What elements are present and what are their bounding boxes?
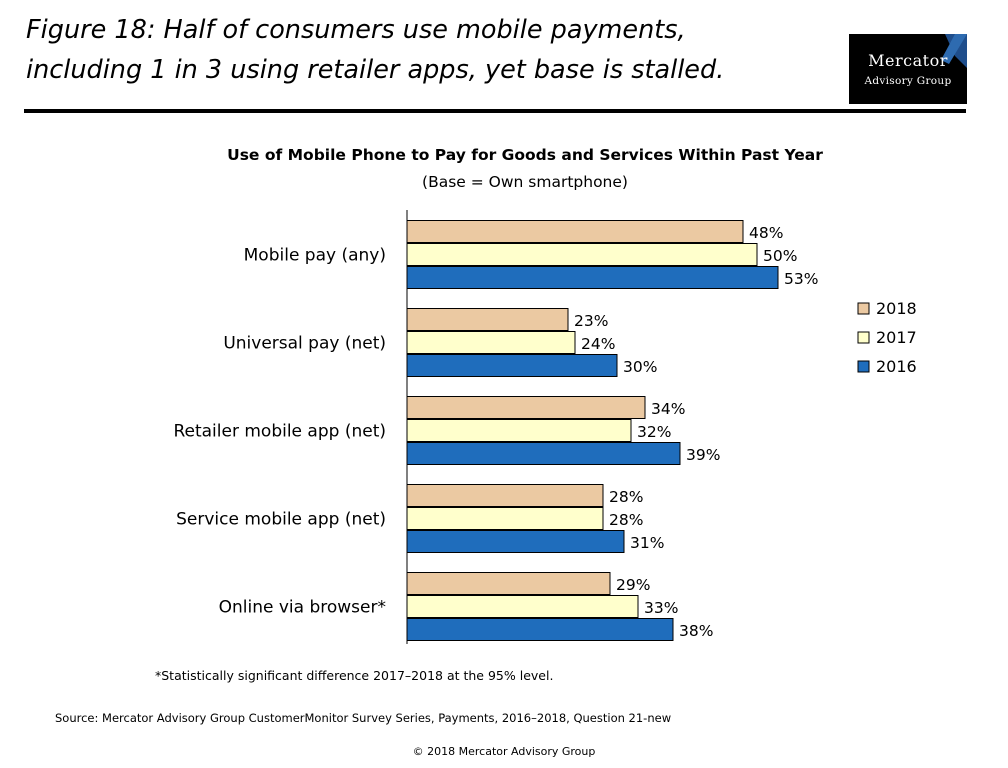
chart-subtitle: (Base = Own smartphone) xyxy=(422,173,628,191)
bar-2016 xyxy=(406,530,625,553)
logo-line-1: Mercator xyxy=(868,51,948,70)
bar-2016 xyxy=(406,618,674,641)
title-divider xyxy=(24,109,966,113)
category-label: Universal pay (net) xyxy=(223,334,386,354)
data-label-2016: 31% xyxy=(630,534,664,552)
mercator-logo: Mercator Advisory Group xyxy=(849,34,967,104)
figure-title-line-1: Figure 18: Half of consumers use mobile … xyxy=(26,15,686,45)
bar-2018 xyxy=(406,396,646,419)
legend-label-2017: 2017 xyxy=(876,328,917,347)
bar-2018 xyxy=(406,308,569,331)
logo-x-mark xyxy=(941,34,967,68)
data-label-2016: 53% xyxy=(784,270,818,288)
footnote: *Statistically significant difference 20… xyxy=(155,668,554,683)
legend-swatch-2018 xyxy=(857,302,870,315)
bar-2017 xyxy=(406,243,758,266)
bar-2017 xyxy=(406,595,639,618)
data-label-2018: 29% xyxy=(616,576,650,594)
data-label-2017: 33% xyxy=(644,599,678,617)
bar-2018 xyxy=(406,572,611,595)
chart-title: Use of Mobile Phone to Pay for Goods and… xyxy=(227,146,823,164)
bar-2017 xyxy=(406,507,604,530)
bar-2016 xyxy=(406,354,618,377)
category-label: Mobile pay (any) xyxy=(244,246,386,266)
data-label-2017: 24% xyxy=(581,335,615,353)
figure-title: Figure 18: Half of consumers use mobile … xyxy=(26,10,826,90)
data-label-2017: 50% xyxy=(763,247,797,265)
bar-2016 xyxy=(406,266,779,289)
bar-2018 xyxy=(406,484,604,507)
legend-swatch-2017 xyxy=(857,331,870,344)
bar-2017 xyxy=(406,419,632,442)
legend-label-2016: 2016 xyxy=(876,357,917,376)
data-label-2016: 38% xyxy=(679,622,713,640)
bar-2016 xyxy=(406,442,681,465)
logo-line-2: Advisory Group xyxy=(864,75,952,87)
data-label-2017: 28% xyxy=(609,511,643,529)
category-label: Service mobile app (net) xyxy=(176,510,386,530)
bar-2018 xyxy=(406,220,744,243)
data-label-2018: 34% xyxy=(651,400,685,418)
legend-label-2018: 2018 xyxy=(876,299,917,318)
data-label-2016: 39% xyxy=(686,446,720,464)
legend-swatch-2016 xyxy=(857,360,870,373)
source-note: Source: Mercator Advisory Group Customer… xyxy=(55,711,672,725)
bar-2017 xyxy=(406,331,576,354)
data-label-2016: 30% xyxy=(623,358,657,376)
figure-title-line-2: including 1 in 3 using retailer apps, ye… xyxy=(26,55,725,85)
category-label: Online via browser* xyxy=(219,598,386,618)
data-label-2018: 48% xyxy=(749,224,783,242)
category-label: Retailer mobile app (net) xyxy=(173,422,386,442)
copyright: © 2018 Mercator Advisory Group xyxy=(412,745,596,758)
data-label-2017: 32% xyxy=(637,423,671,441)
data-label-2018: 23% xyxy=(574,312,608,330)
data-label-2018: 28% xyxy=(609,488,643,506)
